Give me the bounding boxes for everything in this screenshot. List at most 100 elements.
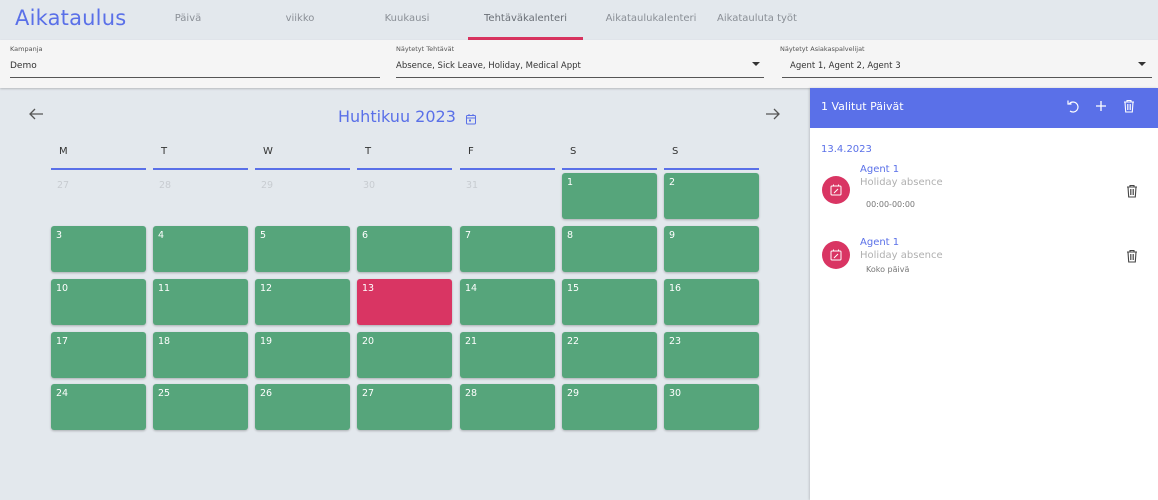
arrow-left-icon[interactable]	[28, 106, 44, 125]
tasks-value[interactable]: Absence, Sick Leave, Holiday, Medical Ap…	[396, 61, 581, 71]
agents-value[interactable]: Agent 1, Agent 2, Agent 3	[790, 61, 901, 71]
calendar-day[interactable]: 6	[357, 226, 452, 272]
entry-type: Holiday absence	[860, 177, 943, 188]
tab-viikko[interactable]: viikko	[285, 13, 315, 24]
calendar-day[interactable]: 7	[460, 226, 555, 272]
day-number: 8	[567, 230, 574, 241]
absence-entry[interactable]: Agent 1 Holiday absence 00:00-00:00	[810, 164, 1158, 224]
day-number: 27	[57, 180, 70, 191]
day-number: 3	[56, 230, 63, 241]
tab-aikatauluta-tyot[interactable]: Aikatauluta työt	[717, 13, 797, 24]
calendar-day[interactable]: 30	[664, 384, 759, 430]
calendar-day-selected[interactable]: 13	[357, 279, 452, 325]
weekday-label: S	[570, 146, 577, 157]
tab-tehtavakalenteri[interactable]: Tehtäväkalenteri	[484, 13, 567, 24]
entry-type: Holiday absence	[860, 250, 943, 261]
weekday-thu: T	[357, 146, 452, 170]
day-number: 17	[56, 336, 69, 347]
calendar-day[interactable]: 25	[153, 384, 248, 430]
calendar-day-outside: 30	[357, 173, 452, 219]
calendar-day[interactable]: 12	[255, 279, 350, 325]
panel-title: 1 Valitut Päivät	[821, 100, 904, 113]
tasks-select[interactable]: Näytetyt Tehtävät Absence, Sick Leave, H…	[396, 40, 764, 88]
campaign-value[interactable]: Demo	[10, 61, 37, 71]
calendar-day[interactable]: 2	[664, 173, 759, 219]
day-number: 26	[260, 388, 273, 399]
day-number: 23	[669, 336, 682, 347]
calendar-day[interactable]: 22	[562, 332, 657, 378]
app-title: Aikataulus	[15, 6, 127, 30]
calendar-day[interactable]: 20	[357, 332, 452, 378]
calendar-day[interactable]: 4	[153, 226, 248, 272]
day-number: 4	[158, 230, 165, 241]
day-number: 10	[56, 283, 69, 294]
entry-agent[interactable]: Agent 1	[860, 237, 900, 248]
calendar-day[interactable]: 21	[460, 332, 555, 378]
panel-header: 1 Valitut Päivät	[810, 88, 1158, 128]
calendar-day[interactable]: 5	[255, 226, 350, 272]
calendar-day[interactable]: 17	[51, 332, 146, 378]
undo-icon[interactable]	[1065, 98, 1081, 114]
calendar-day[interactable]: 8	[562, 226, 657, 272]
calendar-edit-icon	[830, 249, 842, 261]
calendar-day[interactable]: 24	[51, 384, 146, 430]
agents-underline	[782, 77, 1152, 78]
calendar-icon[interactable]	[465, 110, 477, 125]
plus-icon[interactable]	[1093, 98, 1109, 114]
avatar	[822, 176, 850, 204]
weekday-label: T	[161, 146, 168, 157]
calendar-day[interactable]: 26	[255, 384, 350, 430]
campaign-field[interactable]: Kampanja Demo	[10, 40, 380, 88]
calendar-day[interactable]: 19	[255, 332, 350, 378]
month-title: Huhtikuu 2023	[338, 107, 456, 126]
day-number: 12	[260, 283, 273, 294]
day-number: 30	[669, 388, 682, 399]
calendar-day[interactable]: 18	[153, 332, 248, 378]
day-number: 19	[260, 336, 273, 347]
arrow-right-icon[interactable]	[765, 106, 781, 125]
agents-label: Näytetyt Asiakaspalvelijat	[780, 45, 865, 53]
calendar-day[interactable]: 27	[357, 384, 452, 430]
day-number: 7	[465, 230, 472, 241]
calendar-day[interactable]: 16	[664, 279, 759, 325]
day-number: 21	[465, 336, 478, 347]
calendar-day[interactable]: 3	[51, 226, 146, 272]
weekday-label: F	[468, 146, 474, 157]
tab-paiva[interactable]: Päivä	[174, 13, 202, 24]
day-number: 29	[261, 180, 274, 191]
calendar-day[interactable]: 29	[562, 384, 657, 430]
weekday-sat: S	[562, 146, 657, 170]
absence-entry[interactable]: Agent 1 Holiday absence Koko päivä	[810, 237, 1158, 297]
chevron-down-icon[interactable]	[1138, 62, 1146, 66]
day-number: 13	[362, 283, 375, 294]
weekday-fri: F	[460, 146, 555, 170]
tab-aikataulukalenteri[interactable]: Aikataulukalenteri	[605, 13, 697, 24]
entry-time: Koko päivä	[866, 265, 910, 274]
trash-icon[interactable]	[1126, 248, 1138, 263]
calendar-day-outside: 28	[153, 173, 248, 219]
calendar-day[interactable]: 11	[153, 279, 248, 325]
chevron-down-icon[interactable]	[752, 62, 760, 66]
day-number: 5	[260, 230, 267, 241]
trash-icon[interactable]	[1126, 183, 1138, 198]
calendar-day[interactable]: 10	[51, 279, 146, 325]
calendar-day[interactable]: 23	[664, 332, 759, 378]
calendar-day[interactable]: 1	[562, 173, 657, 219]
tasks-label: Näytetyt Tehtävät	[396, 45, 455, 53]
entry-agent[interactable]: Agent 1	[860, 164, 900, 175]
trash-icon[interactable]	[1121, 98, 1137, 114]
calendar-day[interactable]: 14	[460, 279, 555, 325]
calendar-day[interactable]: 28	[460, 384, 555, 430]
day-number: 31	[466, 180, 479, 191]
calendar-day[interactable]: 9	[664, 226, 759, 272]
calendar-day-outside: 31	[460, 173, 555, 219]
day-number: 18	[158, 336, 171, 347]
day-number: 24	[56, 388, 69, 399]
day-number: 28	[465, 388, 478, 399]
tab-kuukausi[interactable]: Kuukausi	[384, 13, 430, 24]
weekday-label: M	[59, 146, 68, 157]
calendar-day[interactable]: 15	[562, 279, 657, 325]
agents-select[interactable]: Näytetyt Asiakaspalvelijat Agent 1, Agen…	[780, 40, 1152, 88]
campaign-label: Kampanja	[10, 45, 43, 53]
selected-days-panel: 1 Valitut Päivät 13.4.2023 Agent 1 Holid…	[810, 88, 1158, 500]
